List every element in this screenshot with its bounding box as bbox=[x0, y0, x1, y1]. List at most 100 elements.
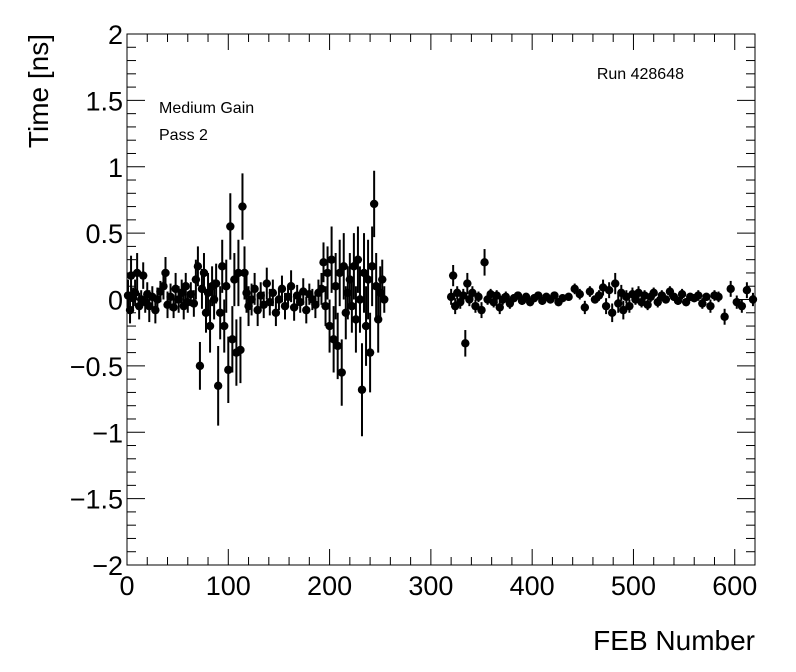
data-marker bbox=[211, 279, 221, 288]
data-marker bbox=[329, 335, 338, 344]
data-point bbox=[317, 272, 326, 305]
data-marker bbox=[169, 303, 178, 312]
data-point bbox=[380, 286, 389, 313]
data-marker bbox=[714, 292, 723, 302]
data-marker bbox=[477, 305, 486, 315]
plot-frame bbox=[126, 33, 756, 566]
data-marker bbox=[203, 288, 213, 298]
data-marker bbox=[550, 291, 559, 300]
data-point bbox=[205, 299, 215, 353]
data-point bbox=[448, 264, 458, 287]
data-point bbox=[329, 306, 338, 373]
data-marker bbox=[564, 292, 573, 302]
data-marker bbox=[215, 308, 225, 317]
data-marker bbox=[181, 282, 190, 291]
data-marker bbox=[317, 284, 326, 294]
data-marker bbox=[331, 282, 340, 291]
x-tick-label: 600 bbox=[712, 571, 757, 601]
x-tick-label: 500 bbox=[611, 571, 656, 601]
data-marker bbox=[218, 262, 227, 271]
data-point bbox=[211, 263, 221, 304]
data-point bbox=[339, 233, 348, 300]
data-marker bbox=[323, 268, 332, 278]
data-point bbox=[250, 272, 259, 305]
data-point bbox=[661, 295, 671, 304]
data-marker bbox=[694, 291, 703, 300]
data-marker bbox=[446, 292, 456, 302]
data-marker bbox=[189, 299, 199, 308]
x-tick-label: 400 bbox=[510, 571, 555, 601]
data-marker bbox=[199, 268, 209, 278]
data-marker bbox=[580, 303, 590, 312]
data-marker bbox=[448, 271, 458, 280]
data-point bbox=[378, 259, 387, 300]
data-marker bbox=[459, 291, 468, 300]
data-point bbox=[268, 279, 278, 307]
data-point bbox=[335, 239, 344, 307]
data-point bbox=[222, 259, 231, 313]
data-point bbox=[720, 308, 729, 325]
data-marker bbox=[492, 291, 501, 300]
data-point bbox=[643, 299, 652, 311]
data-point bbox=[468, 286, 477, 300]
data-point bbox=[480, 249, 489, 276]
data-point bbox=[471, 299, 480, 313]
x-axis-title: FEB Number bbox=[593, 625, 755, 656]
data-marker bbox=[226, 222, 235, 231]
data-marker bbox=[570, 284, 579, 294]
data-point bbox=[277, 275, 287, 303]
x-tick-label: 0 bbox=[119, 571, 134, 601]
data-marker bbox=[236, 345, 245, 355]
data-marker bbox=[367, 262, 377, 271]
data-point bbox=[611, 272, 620, 295]
data-point bbox=[347, 279, 357, 333]
data-point bbox=[226, 193, 235, 260]
data-marker bbox=[337, 368, 346, 377]
data-marker bbox=[250, 284, 259, 294]
data-point bbox=[694, 290, 703, 301]
data-point bbox=[230, 253, 239, 307]
data-point bbox=[161, 257, 170, 289]
data-point bbox=[353, 226, 363, 293]
data-marker bbox=[286, 282, 296, 291]
data-point bbox=[564, 292, 573, 302]
data-marker bbox=[349, 262, 359, 271]
data-marker bbox=[302, 305, 311, 315]
data-marker bbox=[277, 284, 287, 294]
data-marker bbox=[378, 275, 387, 284]
data-marker bbox=[224, 365, 233, 375]
data-marker bbox=[325, 321, 334, 331]
data-point bbox=[698, 298, 707, 309]
data-point bbox=[228, 306, 237, 373]
y-tick-label: −2 bbox=[92, 551, 123, 581]
data-marker bbox=[262, 279, 271, 288]
data-point bbox=[607, 303, 617, 323]
data-point bbox=[203, 272, 213, 313]
data-point bbox=[220, 299, 229, 353]
data-point bbox=[492, 290, 501, 301]
y-tick-label: 0.5 bbox=[85, 219, 123, 249]
data-marker bbox=[614, 299, 623, 308]
data-point bbox=[262, 267, 271, 300]
data-marker bbox=[474, 292, 483, 302]
y-tick-label: 2 bbox=[108, 20, 123, 50]
data-point bbox=[367, 226, 377, 307]
data-marker bbox=[677, 289, 687, 299]
data-point bbox=[139, 262, 148, 289]
data-point bbox=[495, 300, 504, 315]
data-marker bbox=[720, 312, 729, 321]
data-point bbox=[199, 253, 209, 293]
y-tick-labels: −2 −1.5 −1 −0.5 0 0.5 1 1.5 2 bbox=[70, 20, 123, 581]
data-point bbox=[702, 292, 711, 302]
data-point bbox=[625, 299, 634, 313]
data-marker bbox=[468, 288, 477, 298]
data-point bbox=[501, 291, 511, 303]
data-marker bbox=[327, 255, 336, 264]
data-point bbox=[601, 298, 611, 315]
data-marker bbox=[205, 321, 215, 331]
data-point bbox=[585, 286, 595, 297]
data-point bbox=[619, 300, 628, 320]
data-marker bbox=[222, 282, 231, 291]
